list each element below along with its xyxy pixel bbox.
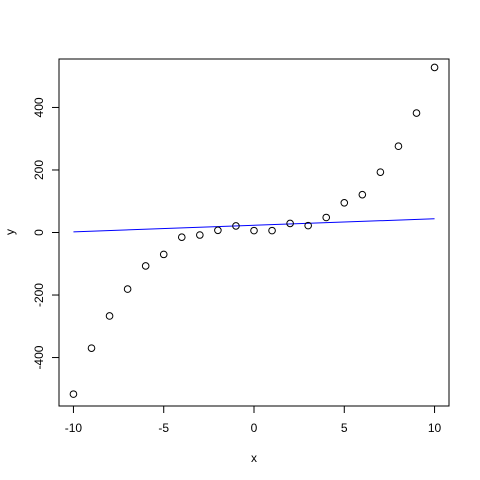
x-tick-label: 0 <box>251 421 258 435</box>
y-tick-label: 0 <box>32 229 46 236</box>
plot-marks <box>69 63 439 398</box>
data-point <box>304 221 312 230</box>
x-tick-label: -5 <box>158 421 169 435</box>
data-point <box>250 226 258 235</box>
x-tick-label: 5 <box>341 421 348 435</box>
y-axis-label: y <box>3 229 17 235</box>
y-tick-label: -200 <box>32 283 46 307</box>
data-point <box>286 219 294 228</box>
data-point <box>412 109 421 117</box>
data-point <box>159 250 168 259</box>
x-tick-label: 10 <box>428 421 442 435</box>
x-axis-label: x <box>251 451 257 465</box>
y-tick-label: -400 <box>32 345 46 369</box>
data-point <box>394 142 403 151</box>
data-point <box>141 262 150 270</box>
data-point <box>232 222 240 230</box>
data-point <box>69 390 78 398</box>
data-point <box>105 312 114 320</box>
data-point <box>376 168 385 176</box>
data-point <box>358 190 367 199</box>
plot-frame <box>58 58 450 407</box>
x-tick-label: -10 <box>65 421 83 435</box>
data-point <box>268 226 276 235</box>
axes: -10 -5 0 5 10 -400 -200 0 200 400 <box>32 97 442 435</box>
data-point <box>87 344 96 352</box>
data-point <box>123 285 132 293</box>
data-point <box>322 213 331 222</box>
y-tick-label: 200 <box>32 160 46 180</box>
data-point <box>177 233 186 241</box>
data-point <box>430 63 439 72</box>
data-point <box>196 231 204 239</box>
fit-line <box>73 218 435 233</box>
y-tick-label: 400 <box>32 97 46 117</box>
data-point <box>214 226 222 235</box>
data-point <box>340 199 349 207</box>
